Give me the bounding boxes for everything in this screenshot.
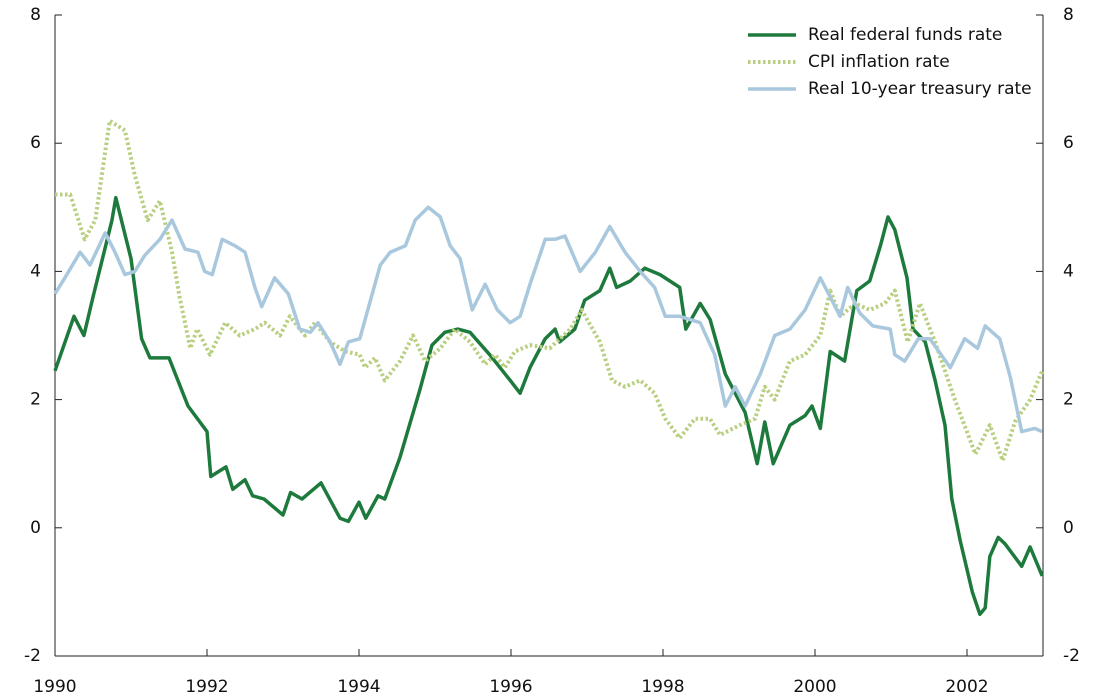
- y2-tick-label: 0: [1063, 518, 1074, 538]
- x-tick-label: 1992: [185, 677, 228, 697]
- series-line: [53, 195, 1044, 617]
- y2-tick-label: -2: [1063, 646, 1080, 666]
- legend-label: Real federal funds rate: [808, 25, 1002, 45]
- y-tick-label: 4: [30, 261, 41, 281]
- y2-tick-label: 2: [1063, 390, 1074, 410]
- legend-label: CPI inflation rate: [808, 52, 950, 72]
- x-tick-label: 1994: [337, 677, 380, 697]
- series-line: [53, 205, 1043, 434]
- y-tick-label: 8: [30, 5, 41, 25]
- y-tick-label: 2: [30, 390, 41, 410]
- y-tick-label: 6: [30, 133, 41, 153]
- y2-tick-label: 6: [1063, 133, 1074, 153]
- y-tick-label: -2: [24, 646, 41, 666]
- x-tick-label: 1996: [489, 677, 532, 697]
- y2-tick-label: 4: [1063, 261, 1074, 281]
- series-line: [55, 118, 1045, 463]
- legend-label: Real 10-year treasury rate: [808, 79, 1032, 99]
- x-tick-label: 1998: [641, 677, 684, 697]
- y-tick-label: 0: [30, 518, 41, 538]
- x-tick-label: 1990: [33, 677, 76, 697]
- y2-tick-label: 8: [1063, 5, 1074, 25]
- x-tick-label: 2002: [945, 677, 988, 697]
- x-tick-label: 2000: [793, 677, 836, 697]
